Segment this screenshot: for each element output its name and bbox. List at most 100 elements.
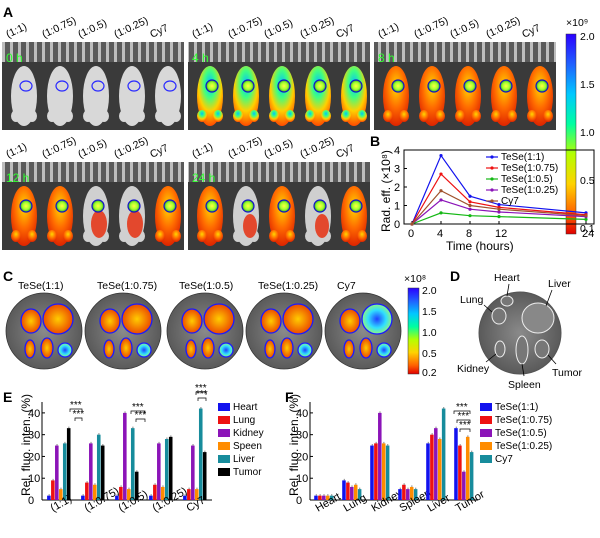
- data-point: [468, 214, 472, 218]
- mouse-leg: [135, 110, 145, 122]
- y-tick-label: 30: [28, 430, 40, 442]
- legend-marker: [490, 188, 494, 192]
- data-point: [410, 222, 414, 226]
- mouse: [419, 66, 445, 126]
- organ-lung: [260, 308, 282, 334]
- imaging-tile: (1:1) (1:0.75)(1:0.5) (1:0.25)Cy7 0 h: [2, 15, 184, 130]
- bar: [202, 452, 207, 500]
- organ-lung: [491, 307, 507, 325]
- imaging-tile: (1:1) (1:0.75)(1:0.5) (1:0.25)Cy7 24 h: [188, 135, 370, 250]
- colorbar-c-tick: 0.2: [422, 367, 437, 379]
- tumor-roi: [205, 199, 219, 213]
- legend-label: Lung: [233, 415, 255, 426]
- bar: [187, 489, 191, 500]
- tumor-roi: [313, 199, 327, 213]
- significance-bracket: [456, 419, 471, 423]
- tumor-roi: [241, 199, 255, 213]
- column-label: (1:1): [4, 141, 29, 161]
- bar: [385, 445, 390, 500]
- imaging-tile: (1:1) (1:0.75)(1:0.5) (1:0.25)Cy7 12 h: [2, 135, 184, 250]
- data-point: [439, 172, 443, 176]
- dish: [324, 292, 402, 370]
- organ-spleen: [119, 337, 133, 359]
- mouse: [83, 186, 109, 246]
- mouse: [341, 186, 367, 246]
- mouse: [455, 66, 481, 126]
- organ-lung: [339, 308, 361, 334]
- organ-kidney: [494, 340, 506, 358]
- organ-heart: [500, 295, 514, 307]
- ex-vivo-dish: TeSe(1:0.75): [84, 280, 162, 370]
- bar: [134, 471, 139, 500]
- significance-mark: ***: [456, 402, 468, 413]
- mouse: [197, 186, 223, 246]
- bar: [314, 495, 318, 500]
- legend-swatch: [480, 455, 492, 463]
- mouse-leg: [47, 230, 57, 242]
- data-point: [584, 217, 588, 221]
- bar: [322, 495, 326, 500]
- y-tick-label: 10: [28, 473, 40, 485]
- y-tick-label: 0: [394, 219, 400, 231]
- dish-title: TeSe(1:1): [18, 280, 64, 292]
- tumor-roi: [277, 199, 291, 213]
- time-label: 0 h: [6, 51, 23, 65]
- significance-mark: ***: [135, 410, 147, 421]
- mouse-leg: [471, 110, 481, 122]
- organ-liver: [361, 303, 393, 335]
- y-axis-label: Rel. fluo. inten. (%): [287, 394, 301, 496]
- legend-marker: [490, 155, 494, 159]
- mouse: [197, 66, 223, 126]
- tumor-roi: [349, 79, 363, 93]
- bar: [465, 436, 470, 500]
- bar: [437, 439, 442, 500]
- mouse-leg: [11, 110, 21, 122]
- data-point: [468, 194, 472, 198]
- bar: [81, 495, 85, 500]
- column-label: (1:0.5): [262, 17, 295, 41]
- column-label: (1:1): [376, 21, 401, 41]
- tile-rack: [188, 42, 370, 62]
- legend-label: TeSe(1:1): [495, 402, 538, 413]
- bar: [350, 486, 354, 500]
- data-point: [497, 207, 501, 211]
- legend-label: Cy7: [495, 454, 513, 465]
- significance-bracket: [195, 391, 207, 395]
- legend-swatch: [218, 455, 230, 463]
- dish: [166, 292, 244, 370]
- tumor-roi: [55, 199, 69, 213]
- mouse-leg: [155, 230, 165, 242]
- mouse-leg: [171, 230, 181, 242]
- bar: [458, 445, 462, 500]
- legend-swatch: [218, 442, 230, 450]
- tile-rack: [2, 42, 184, 62]
- mouse-leg: [455, 110, 465, 122]
- significance-mark: ***: [196, 389, 208, 400]
- colorbar-a-tick: 0.5: [580, 175, 595, 187]
- bar: [47, 495, 51, 500]
- mouse-leg: [321, 110, 331, 122]
- column-label: (1:0.75): [40, 15, 78, 41]
- ex-vivo-dish: TeSe(1:1): [5, 280, 83, 370]
- bar: [119, 486, 123, 500]
- data-point: [468, 203, 472, 208]
- bar: [346, 482, 350, 500]
- mouse-leg: [171, 110, 181, 122]
- legend-label: TeSe(1:0.75): [495, 415, 552, 426]
- leader-line: [483, 304, 493, 313]
- colorbar-c-tick: 0.5: [422, 348, 437, 360]
- organ-liver: [282, 303, 314, 335]
- column-label: (1:0.5): [76, 137, 109, 161]
- colorbar-a-tick: 2.0: [580, 31, 595, 43]
- mouse-leg: [399, 110, 409, 122]
- time-label: 4 h: [192, 51, 209, 65]
- bar: [469, 452, 474, 500]
- legend-label: Heart: [233, 402, 258, 413]
- colorbar-c-tick: 2.0: [422, 285, 437, 297]
- data-point: [497, 215, 501, 219]
- y-tick-label: 40: [28, 408, 40, 420]
- x-tick-label: 8: [466, 228, 472, 240]
